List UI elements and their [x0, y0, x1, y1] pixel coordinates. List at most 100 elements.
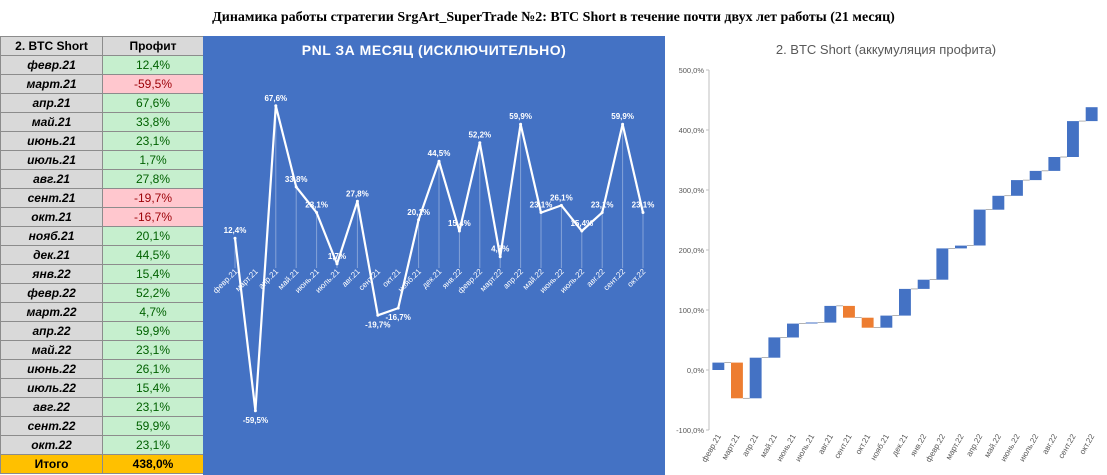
pnl-point	[376, 313, 380, 317]
table-row: янв.22 15,4%	[0, 264, 204, 284]
waterfall-bar	[712, 362, 725, 370]
waterfall-category-label: сент.22	[1057, 432, 1078, 460]
profit-cell: 20,1%	[102, 226, 204, 246]
waterfall-bar	[936, 248, 949, 280]
month-cell: июль.21	[0, 150, 103, 170]
waterfall-category-label: окт.22	[1078, 432, 1097, 456]
profit-cell: 59,9%	[102, 321, 204, 341]
waterfall-bar	[917, 279, 930, 289]
profit-table: 2. BTC Short Профит февр.21 12,4% март.21-…	[0, 36, 204, 474]
month-cell: март.22	[0, 302, 103, 322]
pnl-point	[437, 159, 441, 163]
pnl-data-label: 59,9%	[611, 112, 634, 121]
waterfall-bar	[880, 315, 893, 328]
pnl-category-label: дек.21	[420, 267, 444, 291]
pnl-point	[294, 185, 298, 189]
waterfall-category-label: нояб.21	[869, 432, 892, 462]
pnl-data-label: -19,7%	[365, 320, 390, 329]
table-row: окт.21 -16,7%	[0, 207, 204, 227]
table-row: окт.22 23,1%	[0, 435, 204, 455]
month-cell: сент.21	[0, 188, 103, 208]
table-row: нояб.21 20,1%	[0, 226, 204, 246]
pnl-data-label: 4,7%	[491, 245, 509, 254]
waterfall-bar	[1067, 121, 1079, 157]
waterfall-category-label: март.22	[944, 432, 966, 461]
month-cell: окт.21	[0, 207, 103, 227]
table-row: июнь.21 23,1%	[0, 131, 204, 151]
y-tick-label: 0,0%	[687, 366, 704, 375]
waterfall-category-label: февр.21	[700, 432, 723, 464]
pnl-point	[315, 211, 319, 215]
waterfall-bar	[824, 305, 837, 323]
month-cell: авг.21	[0, 169, 103, 189]
y-tick-label: 400,0%	[679, 126, 705, 135]
waterfall-chart: 2. BTC Short (аккумуляция профита) -100,…	[665, 36, 1107, 475]
table-row: июль.21 1,7%	[0, 150, 204, 170]
profit-cell: 44,5%	[102, 245, 204, 265]
table-row: май.21 33,8%	[0, 112, 204, 132]
y-tick-label: 300,0%	[679, 186, 705, 195]
profit-cell: 12,4%	[102, 55, 204, 75]
profit-cell: -59,5%	[102, 74, 204, 94]
profit-cell: 33,8%	[102, 112, 204, 132]
pnl-data-label: 20,1%	[407, 208, 430, 217]
profit-cell: 23,1%	[102, 435, 204, 455]
pnl-chart: PNL ЗА МЕСЯЦ (ИСКЛЮЧИТЕЛЬНО) 12,4% февр.2…	[203, 36, 665, 475]
pnl-point	[274, 104, 278, 108]
waterfall-bar	[973, 209, 986, 246]
table-header-row: 2. BTC Short Профит	[0, 36, 204, 56]
table-row: июнь.22 26,1%	[0, 359, 204, 379]
waterfall-category-label: дек.21	[890, 432, 910, 458]
y-tick-label: -100,0%	[676, 426, 704, 435]
profit-cell: 15,4%	[102, 378, 204, 398]
waterfall-bar	[992, 195, 1005, 210]
pnl-data-label: -59,5%	[243, 416, 268, 425]
waterfall-category-label: окт.21	[854, 432, 873, 456]
total-label: Итого	[0, 454, 103, 474]
pnl-category-label: нояб.21	[396, 267, 423, 294]
table-row: февр.21 12,4%	[0, 55, 204, 75]
col-header-profit: Профит	[102, 36, 204, 56]
waterfall-category-label: сент.21	[833, 432, 854, 460]
waterfall-bar	[749, 357, 762, 399]
waterfall-category-label: авг.21	[816, 432, 835, 456]
table-row: июль.22 15,4%	[0, 378, 204, 398]
month-cell: дек.21	[0, 245, 103, 265]
profit-cell: 23,1%	[102, 131, 204, 151]
pnl-chart-canvas: 12,4%февр.21-59,5%март.2167,6%апр.2133,8…	[211, 94, 654, 425]
month-cell: сент.22	[0, 416, 103, 436]
pnl-point	[580, 229, 584, 233]
pnl-point	[233, 236, 237, 240]
table-row: апр.21 67,6%	[0, 93, 204, 113]
table-row: дек.21 44,5%	[0, 245, 204, 265]
pnl-data-label: 1,7%	[328, 252, 346, 261]
waterfall-chart-title: 2. BTC Short (аккумуляция профита)	[775, 42, 997, 57]
profit-cell: 52,2%	[102, 283, 204, 303]
month-cell: июль.22	[0, 378, 103, 398]
pnl-category-label: сент.22	[602, 267, 628, 293]
month-cell: май.21	[0, 112, 103, 132]
profit-cell: 23,1%	[102, 397, 204, 417]
pnl-point	[355, 199, 359, 203]
month-cell: июнь.22	[0, 359, 103, 379]
pnl-category-label: февр.21	[211, 267, 240, 296]
waterfall-bar	[1048, 157, 1061, 171]
waterfall-bar	[955, 245, 967, 249]
pnl-data-label: 26,1%	[550, 193, 573, 202]
month-cell: март.21	[0, 74, 103, 94]
table-row: сент.22 59,9%	[0, 416, 204, 436]
profit-cell: 23,1%	[102, 340, 204, 360]
profit-cell: 67,6%	[102, 93, 204, 113]
pnl-data-label: 27,8%	[346, 189, 369, 198]
waterfall-category-label: март.21	[720, 432, 742, 461]
pnl-point	[396, 306, 400, 310]
pnl-data-label: 52,2%	[468, 131, 491, 140]
pnl-point	[253, 409, 257, 413]
pnl-data-label: 67,6%	[264, 94, 287, 103]
month-cell: апр.22	[0, 321, 103, 341]
profit-cell: -19,7%	[102, 188, 204, 208]
pnl-point	[478, 141, 482, 145]
total-value: 438,0%	[102, 454, 204, 474]
waterfall-bar	[1085, 107, 1098, 122]
pnl-data-label: 15,4%	[570, 219, 593, 228]
